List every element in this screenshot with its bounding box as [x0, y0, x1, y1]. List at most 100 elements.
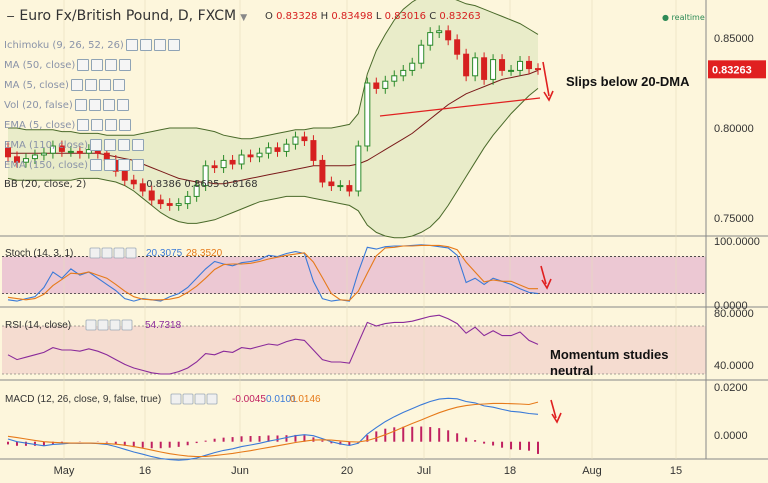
- candle-body: [220, 159, 227, 169]
- pane-toolbar-button: [97, 319, 109, 331]
- visibility-icon[interactable]: [103, 139, 116, 151]
- settings-icon[interactable]: [70, 79, 83, 91]
- ohlc-o-key: O: [265, 11, 273, 22]
- close-icon[interactable]: [119, 119, 132, 131]
- settings-icon[interactable]: [89, 159, 102, 171]
- settings-icon[interactable]: [77, 119, 90, 131]
- chevron-down-icon[interactable]: ▼: [240, 13, 248, 23]
- indicator-row[interactable]: Vol (20, false): [4, 99, 129, 111]
- close-icon[interactable]: [131, 159, 144, 171]
- x-tick-label: Jul: [417, 465, 431, 477]
- indicator-row[interactable]: EMA (110, close): [4, 139, 144, 151]
- down-arrow-line: [542, 61, 550, 97]
- settings-icon[interactable]: [74, 99, 87, 111]
- rsi-label: RSI (14, close): [5, 320, 71, 331]
- add-icon[interactable]: [117, 159, 130, 171]
- candle-body: [31, 154, 38, 160]
- ohlc-o-value: 0.83328: [276, 11, 318, 22]
- close-icon[interactable]: [131, 139, 144, 151]
- candle-body: [490, 59, 497, 80]
- ohlc-h-value: 0.83498: [331, 11, 373, 22]
- pane-toolbar-button: [206, 393, 218, 405]
- indicator-row[interactable]: MA (50, close): [4, 59, 132, 71]
- candle-body: [508, 69, 515, 72]
- add-icon[interactable]: [98, 79, 111, 91]
- settings-icon[interactable]: [125, 39, 138, 51]
- close-icon[interactable]: [167, 39, 180, 51]
- candle-body: [274, 147, 281, 152]
- stoch-d-line: [7, 244, 538, 301]
- macd-down-arrow-icon: [551, 412, 562, 424]
- candle-body: [292, 136, 299, 145]
- price-axis-tick: 0.75000: [714, 213, 754, 225]
- candle-body: [157, 199, 164, 205]
- indicator-label: EMA (150, close): [4, 160, 88, 171]
- x-tick-label: 15: [670, 465, 682, 477]
- candle-body: [319, 159, 326, 183]
- add-icon[interactable]: [105, 59, 118, 71]
- stoch-d-value: 28.3520: [186, 248, 223, 259]
- candle-body: [301, 136, 308, 142]
- down-arrow-icon: [543, 90, 554, 102]
- indicator-label: EMA (5, close): [4, 120, 76, 131]
- add-icon[interactable]: [117, 139, 130, 151]
- visibility-icon[interactable]: [91, 119, 104, 131]
- pane-toolbar-button: [182, 393, 194, 405]
- candle-body: [337, 185, 344, 188]
- candle-body: [472, 57, 479, 77]
- visibility-icon[interactable]: [88, 99, 101, 111]
- macd-hist-value: -0.0045: [232, 394, 266, 405]
- stoch-down-arrow-line: [540, 265, 547, 285]
- close-icon[interactable]: [119, 59, 132, 71]
- add-icon[interactable]: [153, 39, 166, 51]
- add-icon[interactable]: [102, 99, 115, 111]
- candle-body: [40, 152, 47, 156]
- indicator-row[interactable]: BB (20, close, 2) 0.8386 0.8605 0.8168: [4, 179, 258, 190]
- add-icon[interactable]: [105, 119, 118, 131]
- candle-body: [463, 53, 470, 77]
- candle-body: [346, 185, 353, 192]
- stoch-down-arrow-icon: [541, 278, 552, 290]
- rsi-axis-bottom: 40.0000: [714, 360, 754, 372]
- rsi-band: [2, 326, 706, 374]
- symbol-title[interactable]: Euro Fx/British Pound, D, FXCM: [19, 8, 237, 24]
- macd-signal-line: [7, 401, 539, 458]
- candle-body: [310, 140, 317, 161]
- rsi-axis-top: 80.0000: [714, 308, 754, 320]
- indicator-row[interactable]: Ichimoku (9, 26, 52, 26): [4, 39, 180, 51]
- ohlc-c-key: C: [429, 11, 437, 22]
- close-icon[interactable]: [116, 99, 129, 111]
- settings-icon[interactable]: [77, 59, 90, 71]
- settings-icon[interactable]: [89, 139, 102, 151]
- candle-body: [256, 152, 263, 158]
- realtime-dot-icon: ●: [662, 13, 669, 22]
- indicator-row[interactable]: MA (5, close): [4, 79, 125, 91]
- candle-body: [76, 150, 83, 154]
- macd-value: 0.0101: [266, 394, 297, 405]
- candle-body: [238, 154, 245, 165]
- stoch-k-value: 20.3075: [146, 248, 183, 259]
- candle-body: [481, 57, 488, 80]
- price-axis-tick: 0.80000: [714, 123, 754, 135]
- last-price-marker: [708, 60, 766, 79]
- indicator-values: 0.8386 0.8605 0.8168: [146, 179, 258, 190]
- indicator-label: BB (20, close, 2): [4, 179, 87, 190]
- candle-body: [139, 183, 146, 192]
- indicator-label: MA (5, close): [4, 80, 69, 91]
- visibility-icon[interactable]: [84, 79, 97, 91]
- candle-body: [391, 75, 398, 82]
- visibility-icon[interactable]: [91, 59, 104, 71]
- ohlc-readout: O 0.83328 H 0.83498 L 0.83016 C 0.83263: [265, 11, 481, 22]
- candle-body: [247, 154, 254, 158]
- close-icon[interactable]: [112, 79, 125, 91]
- visibility-icon[interactable]: [139, 39, 152, 51]
- candle-body: [130, 179, 137, 185]
- bollinger-upper-line: [8, 0, 539, 140]
- macd-axis-zero: 0.0000: [714, 430, 748, 442]
- candle-body: [49, 145, 56, 154]
- indicator-row[interactable]: EMA (150, close): [4, 159, 144, 171]
- visibility-icon[interactable]: [103, 159, 116, 171]
- window-control-icon[interactable]: −: [6, 10, 16, 23]
- indicator-row[interactable]: EMA (5, close): [4, 119, 132, 131]
